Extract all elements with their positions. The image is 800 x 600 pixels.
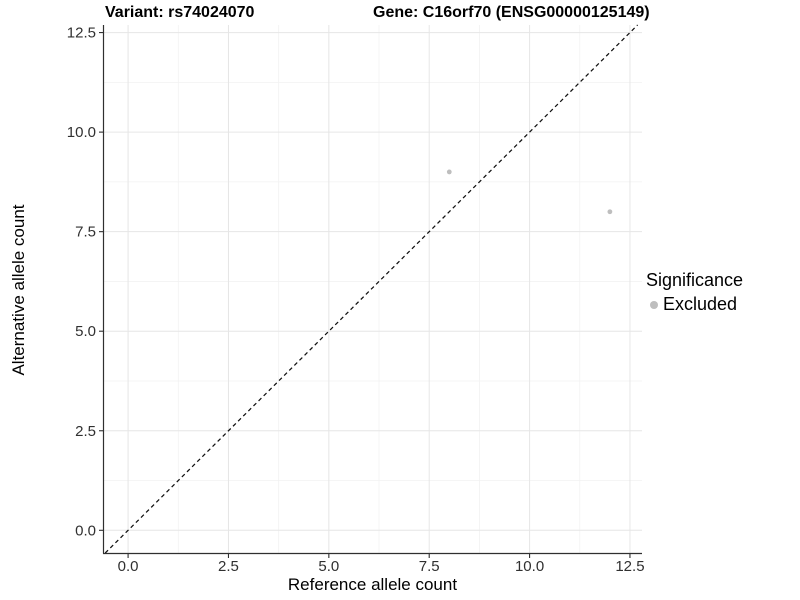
y-tick-label: 12.5 xyxy=(67,25,96,42)
data-point xyxy=(446,169,452,175)
legend-title: Significance xyxy=(646,270,744,290)
x-tick-label: 0.0 xyxy=(118,558,139,575)
identity-reference-line xyxy=(104,24,639,554)
gene-title: Gene: C16orf70 (ENSG00000125149) xyxy=(373,4,650,21)
data-point xyxy=(607,209,613,215)
legend: Significance Excluded xyxy=(646,270,743,315)
x-tick-label: 7.5 xyxy=(419,558,440,575)
x-tick-label: 5.0 xyxy=(318,558,339,575)
legend-item-label: Excluded xyxy=(663,294,738,314)
y-tick-label: 5.0 xyxy=(75,323,96,340)
legend-item-excluded: Excluded xyxy=(646,294,743,315)
y-tick-label: 10.0 xyxy=(67,124,96,141)
x-tick-label: 10.0 xyxy=(515,558,544,575)
x-axis-title: Reference allele count xyxy=(287,575,458,594)
variant-title: Variant: rs74024070 xyxy=(105,4,255,21)
y-tick-label: 7.5 xyxy=(75,224,96,241)
excluded-point-swatch xyxy=(650,300,658,309)
y-axis-title: Alternative allele count xyxy=(9,204,28,376)
x-tick-label: 12.5 xyxy=(615,558,644,575)
x-tick-label: 2.5 xyxy=(218,558,239,575)
y-tick-label: 0.0 xyxy=(75,522,96,539)
y-tick-label: 2.5 xyxy=(75,423,96,440)
